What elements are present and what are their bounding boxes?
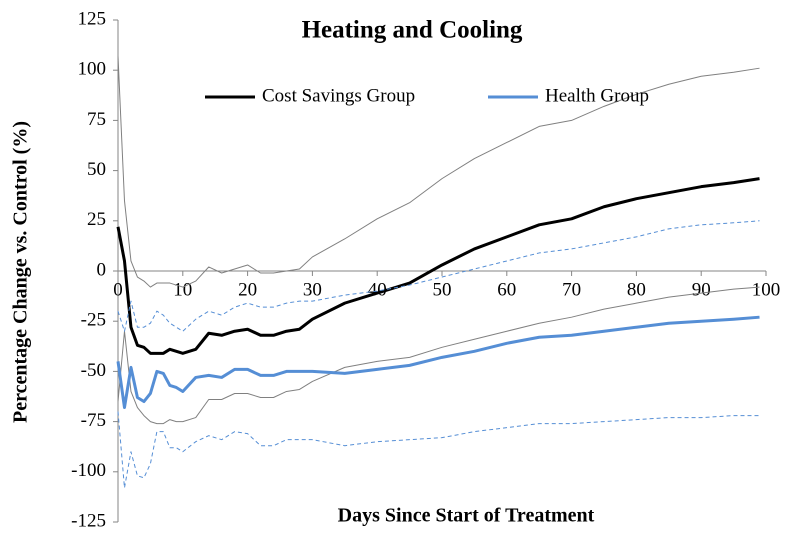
x-tick-label: 20 xyxy=(238,279,257,300)
y-tick-label: 50 xyxy=(87,159,106,180)
legend-label: Health Group xyxy=(545,85,649,106)
y-tick-label: 25 xyxy=(87,209,106,230)
y-tick-label: 0 xyxy=(97,259,107,280)
x-axis-label: Days Since Start of Treatment xyxy=(338,505,595,527)
legend-label: Cost Savings Group xyxy=(262,85,415,106)
x-tick-label: 100 xyxy=(752,279,781,300)
series-line xyxy=(116,177,760,355)
series-line xyxy=(116,315,760,410)
x-tick-label: 30 xyxy=(303,279,322,300)
x-tick-label: 10 xyxy=(173,279,192,300)
x-tick-label: 0 xyxy=(113,279,123,300)
y-tick-label: -75 xyxy=(81,410,106,431)
series-line xyxy=(117,220,760,332)
y-tick-label: -100 xyxy=(71,460,106,481)
series-line xyxy=(117,56,760,288)
x-tick-label: 90 xyxy=(692,279,711,300)
y-tick-label: 100 xyxy=(78,59,107,80)
x-tick-label: 70 xyxy=(562,279,581,300)
chart-title: Heating and Cooling xyxy=(302,17,523,44)
y-tick-label: -50 xyxy=(81,360,106,381)
y-tick-label: 125 xyxy=(78,8,107,29)
series-line xyxy=(117,411,760,489)
x-tick-label: 80 xyxy=(627,279,646,300)
x-tick-label: 50 xyxy=(433,279,452,300)
y-tick-label: 75 xyxy=(87,109,106,130)
y-tick-label: -125 xyxy=(71,510,106,531)
x-tick-label: 60 xyxy=(497,279,516,300)
y-tick-label: -25 xyxy=(81,310,106,331)
y-axis-label: Percentage Change vs. Control (%) xyxy=(10,121,32,423)
series-line xyxy=(117,286,760,425)
